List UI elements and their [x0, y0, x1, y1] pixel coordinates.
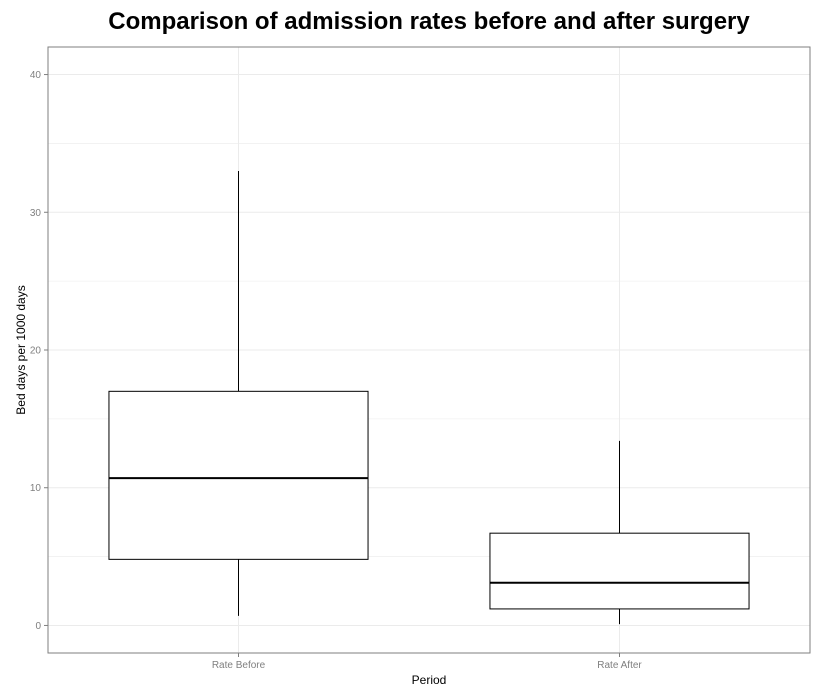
box-rate-before [108, 170, 369, 616]
x-tick-label: Rate Before [212, 660, 266, 671]
x-axis-title: Period [412, 673, 447, 687]
box-iqr [489, 532, 750, 610]
y-tick-label: 40 [30, 70, 42, 81]
y-tick-label: 0 [35, 621, 41, 632]
box-rate-after [489, 440, 750, 625]
chart-title: Comparison of admission rates before and… [108, 8, 750, 35]
box-iqr [108, 390, 369, 560]
boxes [108, 170, 750, 625]
y-axis-title: Bed days per 1000 days [14, 285, 28, 414]
y-tick-label: 20 [30, 346, 42, 357]
x-axis: Rate Before Rate After [212, 653, 642, 671]
x-tick-label: Rate After [597, 660, 642, 671]
y-axis: 0 10 20 30 40 [30, 70, 48, 632]
y-tick-label: 10 [30, 483, 42, 494]
y-tick-label: 30 [30, 208, 42, 219]
